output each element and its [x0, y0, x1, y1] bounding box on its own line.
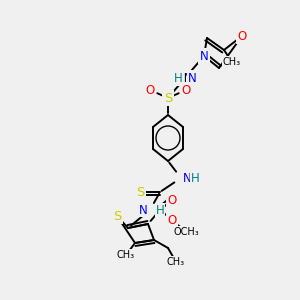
Text: O: O — [182, 83, 190, 97]
Text: HN: HN — [176, 71, 194, 85]
Text: H: H — [191, 172, 200, 184]
Text: S: S — [113, 209, 121, 223]
Text: O: O — [167, 194, 177, 206]
Text: O: O — [167, 214, 177, 226]
Text: OCH₃: OCH₃ — [173, 227, 199, 237]
Text: O: O — [237, 29, 247, 43]
Text: S: S — [136, 185, 144, 199]
Text: CH₃: CH₃ — [223, 57, 241, 67]
Text: H: H — [174, 71, 183, 85]
Text: CH₃: CH₃ — [117, 250, 135, 260]
Text: S: S — [164, 92, 172, 104]
Text: N: N — [188, 71, 197, 85]
Text: O: O — [146, 83, 154, 97]
Text: N: N — [200, 50, 208, 62]
Text: N: N — [183, 172, 192, 184]
Text: CH₃: CH₃ — [167, 257, 185, 267]
Text: N: N — [139, 203, 148, 217]
Text: H: H — [156, 203, 165, 217]
